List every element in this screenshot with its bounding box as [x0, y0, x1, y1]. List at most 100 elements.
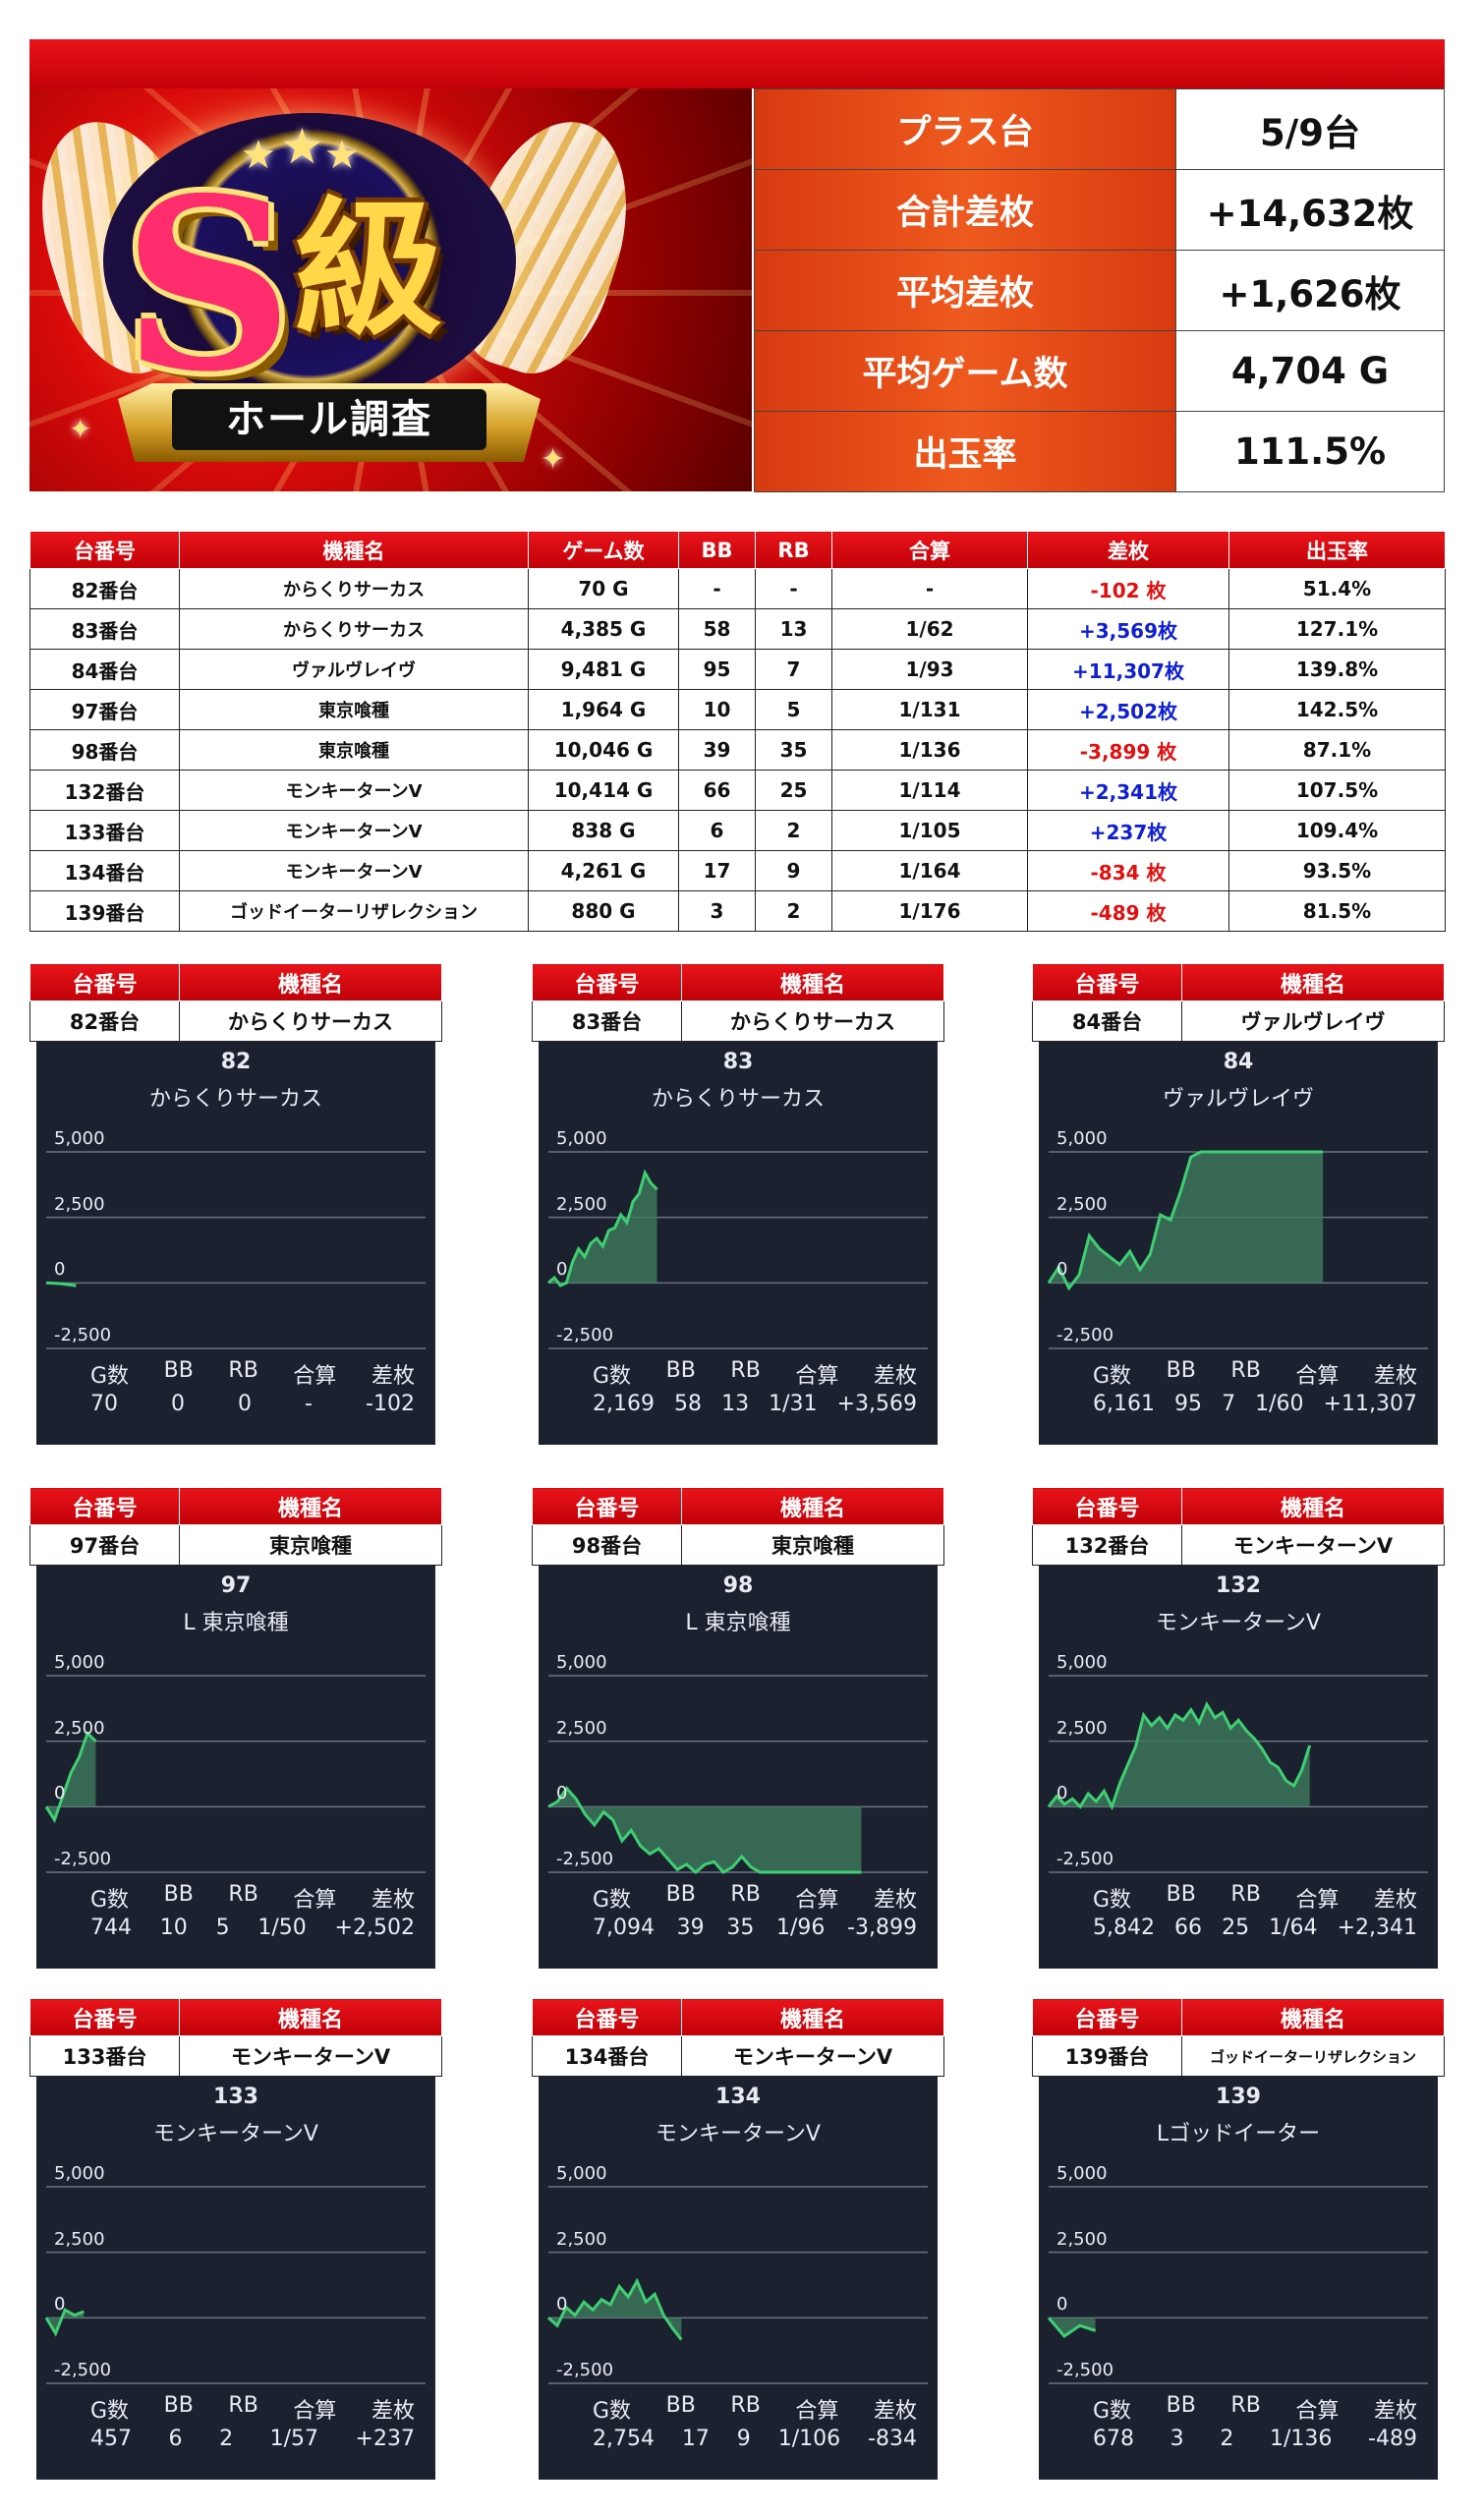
machine-card: 台番号 機種名 82番台 からくりサーカス 82 からくりサーカス 5,000 2,500 0 -…: [29, 963, 442, 1445]
stat-value: 9: [736, 2427, 751, 2451]
table-cell: 2: [755, 890, 832, 932]
summary-value: 4,704 G: [1175, 330, 1445, 412]
chart-number: 97: [220, 1573, 252, 1598]
table-cell: +3,569枚: [1027, 608, 1229, 650]
table-cell: 1/114: [831, 770, 1028, 811]
table-cell: 東京喰種: [179, 689, 529, 730]
stat-header: 差枚: [1373, 2399, 1417, 2424]
summary-key: 合計差枚: [754, 169, 1176, 251]
machine-card: 台番号 機種名 133番台 モンキーターンV 133 モンキーターンV 5,000 2,500…: [29, 1998, 442, 2480]
stat-header: 合算: [1295, 2399, 1340, 2424]
table-cell: 9: [755, 850, 832, 891]
table-cell: 1/164: [831, 850, 1028, 891]
stat-headers: G数 BB RB 合算 差枚: [593, 1882, 917, 1914]
machine-card: 台番号 機種名 83番台 からくりサーカス 83 からくりサーカス 5,000 2,500 0 -…: [532, 963, 944, 1445]
card-machine-name: モンキーターンV: [179, 2035, 442, 2077]
table-cell: 10,414 G: [528, 770, 679, 811]
table-cell: 4,261 G: [528, 850, 679, 891]
summary-row: 出玉率 111.5%: [754, 411, 1445, 492]
table-cell: 51.4%: [1228, 568, 1446, 609]
card-header-row: 台番号 機種名: [29, 963, 442, 1001]
y-tick-label: 2,500: [54, 1194, 105, 1215]
stat-value: 678: [1093, 2427, 1134, 2451]
summary-row: プラス台 5/9台: [754, 88, 1445, 170]
table-cell: 95: [678, 649, 756, 690]
stat-value: 35: [726, 1916, 755, 1940]
table-cell: 39: [678, 729, 756, 771]
card-info-row: 132番台 モンキーターンV: [1032, 1524, 1445, 1566]
y-tick-label: -2,500: [54, 2360, 112, 2380]
y-tick-label: 5,000: [54, 2163, 105, 2184]
y-tick-label: 5,000: [1056, 1652, 1108, 1673]
stat-header: 差枚: [371, 1888, 415, 1913]
series-line: [44, 2308, 85, 2337]
card-header-unit: 台番号: [29, 963, 180, 1001]
card-header-table: 台番号 機種名 133番台 モンキーターンV: [29, 1998, 442, 2077]
table-row: 82番台 からくりサーカス 70 G - - - -102 枚 51.4%: [29, 568, 1446, 609]
y-tick-label: -2,500: [556, 1325, 614, 1345]
table-cell: -834 枚: [1027, 850, 1229, 891]
stat-header: 合算: [1295, 1888, 1340, 1913]
card-header-machine: 機種名: [1181, 963, 1445, 1001]
slump-chart: [44, 1675, 426, 1873]
summary-value: 111.5%: [1175, 411, 1445, 492]
stat-values: 70 0 0 - -102: [90, 1392, 415, 1416]
stat-header: 差枚: [873, 1364, 917, 1389]
table-cell: 83番台: [29, 608, 180, 650]
chart-panel: 132 モンキーターンV 5,000 2,500 0 -2,500 G数 BB RB 合算 差枚 5,…: [1039, 1566, 1438, 1969]
stat-header: 差枚: [873, 2399, 917, 2424]
stat-values: 5,842 66 25 1/64 +2,341: [1093, 1916, 1417, 1940]
y-tick-label: 2,500: [1056, 2229, 1108, 2250]
card-machine-name: ゴッドイーターリザレクション: [1181, 2035, 1445, 2077]
stat-value: 0: [238, 1392, 253, 1416]
banner-logo: ★ ★ ★ ✦ ✦ S 級 ホール調査: [29, 88, 752, 491]
table-cell: 13: [755, 608, 832, 650]
card-header-row: 台番号 機種名: [532, 963, 944, 1001]
table-cell: 93.5%: [1228, 850, 1446, 891]
summary-value: +1,626枚: [1175, 250, 1445, 331]
stat-value: 66: [1174, 1916, 1203, 1940]
card-unit-number: 84番台: [1032, 1001, 1182, 1042]
table-cell: -: [678, 568, 756, 609]
stat-header: RB: [730, 2393, 761, 2418]
stat-value: 95: [1174, 1392, 1203, 1416]
column-header: 機種名: [179, 531, 529, 569]
card-header-table: 台番号 機種名 132番台 モンキーターンV: [1032, 1487, 1445, 1566]
card-unit-number: 82番台: [29, 1001, 180, 1042]
card-unit-number: 83番台: [532, 1001, 682, 1042]
stat-value: 2: [219, 2427, 234, 2451]
card-header-row: 台番号 機種名: [1032, 1998, 1445, 2036]
table-cell: 107.5%: [1228, 770, 1446, 811]
stat-value: 1/31: [769, 1392, 818, 1416]
stat-header: 合算: [293, 1364, 337, 1389]
stat-value: 1/136: [1269, 2427, 1333, 2451]
stat-header: 合算: [293, 1888, 337, 1913]
card-unit-number: 132番台: [1032, 1524, 1182, 1566]
table-cell: 127.1%: [1228, 608, 1446, 650]
chart-title: モンキーターンV: [656, 2122, 821, 2146]
stat-header: RB: [730, 1358, 761, 1383]
star-icon: ★: [324, 133, 360, 178]
series-area: [548, 2281, 682, 2340]
card-header-table: 台番号 機種名 139番台 ゴッドイーターリザレクション: [1032, 1998, 1445, 2077]
column-header: ゲーム数: [528, 531, 679, 569]
table-row: 139番台 ゴッドイーターリザレクション 880 G 3 2 1/176 -489 枚 81.…: [29, 890, 1446, 932]
chart-number: 83: [722, 1050, 754, 1074]
series-area: [1049, 2317, 1096, 2336]
card-info-row: 97番台 東京喰種: [29, 1524, 442, 1566]
y-tick-label: -2,500: [54, 1849, 112, 1869]
card-header-unit: 台番号: [532, 1998, 682, 2036]
stat-value: 6,161: [1093, 1392, 1155, 1416]
stat-headers: G数 BB RB 合算 差枚: [593, 2393, 917, 2425]
table-cell: モンキーターンV: [179, 770, 529, 811]
series-line: [45, 1281, 77, 1287]
machine-card: 台番号 機種名 84番台 ヴァルヴレイヴ 84 ヴァルヴレイヴ 5,000 2,500 0 -2,…: [1032, 963, 1445, 1445]
stat-header: BB: [1166, 1882, 1196, 1907]
stat-header: 差枚: [1373, 1888, 1417, 1913]
stat-header: BB: [665, 2393, 696, 2418]
stat-value: 10: [159, 1916, 188, 1940]
series-line: [1047, 1150, 1324, 1291]
stat-headers: G数 BB RB 合算 差枚: [1093, 1882, 1417, 1914]
stat-header: RB: [1230, 2393, 1261, 2418]
chart-panel: 139 Lゴッドイーター 5,000 2,500 0 -2,500 G数 BB RB 合算 差枚 67…: [1039, 2077, 1438, 2480]
